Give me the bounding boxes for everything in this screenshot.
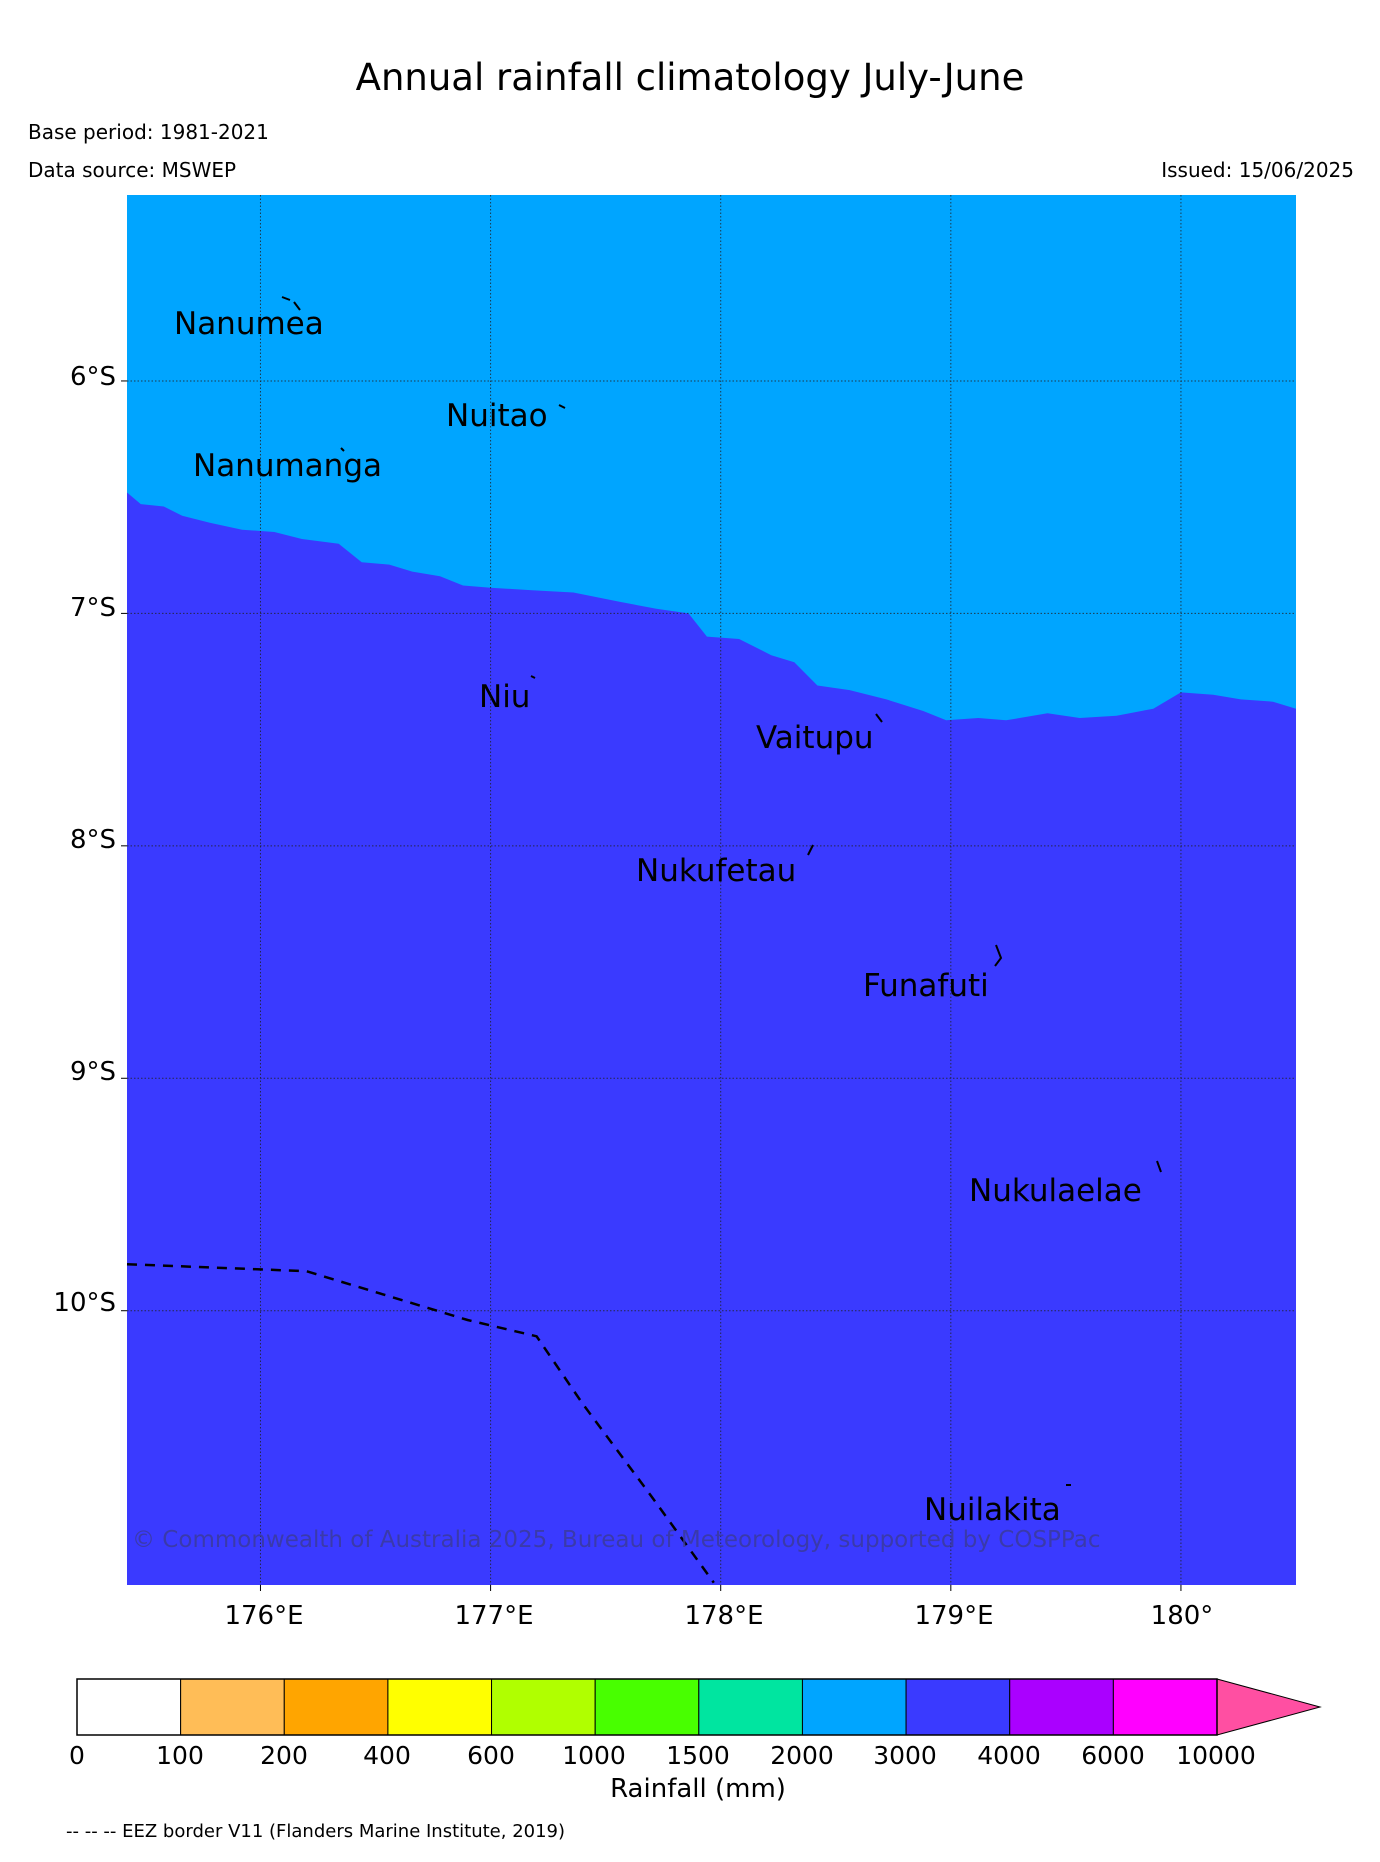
colorbar-label-3000: 3000 [873, 1741, 937, 1770]
colorbar-swatch-600 [491, 1678, 596, 1736]
colorbar-label-1000: 1000 [562, 1741, 626, 1770]
colorbar-swatch-200 [283, 1678, 389, 1736]
lon-tick-176e: 176°E [224, 1601, 304, 1631]
zone-3000-4000 [127, 492, 1296, 1585]
label-nuitao: Nuitao [446, 398, 548, 434]
lat-tick-7s: 7°S [69, 593, 116, 623]
colorbar-swatch-4000 [1009, 1678, 1114, 1736]
label-vaitupu: Vaitupu [756, 720, 874, 756]
colorbar-label-400: 400 [363, 1741, 411, 1770]
island-funafuti [994, 944, 1003, 967]
colorbar-label-2000: 2000 [770, 1741, 834, 1770]
island-nukufetau [807, 844, 814, 856]
colorbar-label-600: 600 [467, 1741, 515, 1770]
colorbar-label-100: 100 [156, 1741, 204, 1770]
colorbar-swatch-3000 [905, 1678, 1011, 1736]
lat-tick-9s: 9°S [69, 1057, 116, 1087]
lon-tick-178e: 178°E [684, 1601, 764, 1631]
colorbar-frame [76, 1678, 1218, 1736]
lat-tick-6s: 6°S [69, 362, 116, 392]
lat-tick-8s: 8°S [69, 825, 116, 855]
lon-tick-179e: 179°E [914, 1601, 994, 1631]
colorbar-swatch-2000 [801, 1678, 907, 1736]
colorbar-label-0: 0 [69, 1741, 85, 1770]
island-vaitupu [875, 713, 883, 723]
colorbar-label-1500: 1500 [666, 1741, 730, 1770]
colorbar-swatch-100 [180, 1678, 285, 1736]
lon-tick-177e: 177°E [454, 1601, 534, 1631]
colorbar-label-10000: 10000 [1176, 1741, 1256, 1770]
label-funafuti: Funafuti [863, 968, 989, 1004]
eez-border-line [126, 1262, 715, 1584]
colorbar-swatch-6000 [1112, 1678, 1218, 1736]
label-nukulaelae: Nukulaelae [969, 1173, 1142, 1209]
island-niu [530, 675, 536, 679]
colorbar-extend-arrow [1216, 1678, 1322, 1736]
lat-tick-10s: 10°S [53, 1288, 116, 1318]
eez-border-note: -- -- -- EEZ border V11 (Flanders Marine… [66, 1821, 566, 1842]
label-nukufetau: Nukufetau [636, 853, 797, 889]
page-title: Annual rainfall climatology July-June [355, 56, 1025, 99]
island-nuitao [558, 404, 566, 409]
label-nuilakita: Nuilakita [924, 1492, 1061, 1528]
label-niu: Niu [479, 679, 531, 715]
colorbar-swatch-1500 [698, 1678, 803, 1736]
label-nanumea: Nanumea [174, 306, 324, 342]
data-source: Data source: MSWEP [28, 158, 237, 182]
island-nanumea [281, 296, 301, 311]
island-nanumanga [340, 447, 345, 452]
colorbar-label-200: 200 [260, 1741, 308, 1770]
label-nanumanga: Nanumanga [193, 448, 382, 484]
colorbar-swatch-0 [76, 1678, 182, 1736]
island-nukulaelae [1156, 1160, 1162, 1173]
issued-date: Issued: 15/06/2025 [1161, 158, 1354, 182]
base-period: Base period: 1981-2021 [28, 120, 269, 144]
lon-tick-180: 180° [1150, 1601, 1214, 1631]
copyright-notice: © Commonwealth of Australia 2025, Bureau… [132, 1527, 1101, 1553]
colorbar-swatch-400 [387, 1678, 493, 1736]
colorbar-label-6000: 6000 [1081, 1741, 1145, 1770]
colorbar-label-4000: 4000 [977, 1741, 1041, 1770]
colorbar-title: Rainfall (mm) [610, 1774, 786, 1804]
colorbar-swatch-1000 [594, 1678, 700, 1736]
